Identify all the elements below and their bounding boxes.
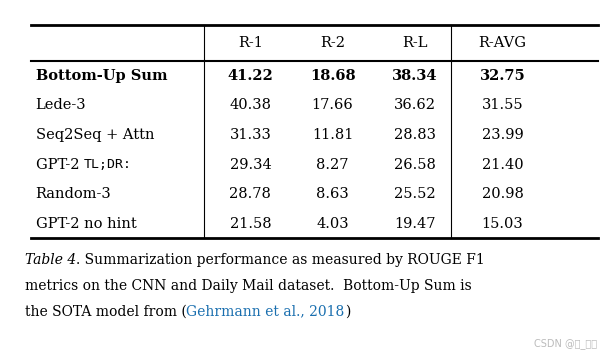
Text: 41.22: 41.22 (227, 69, 274, 83)
Text: GPT-2 no hint: GPT-2 no hint (36, 217, 137, 230)
Text: the SOTA model from (: the SOTA model from ( (25, 305, 187, 319)
Text: 38.34: 38.34 (392, 69, 437, 83)
Text: . Summarization performance as measured by ROUGE F1: . Summarization performance as measured … (76, 253, 485, 267)
Text: 8.63: 8.63 (316, 187, 349, 201)
Text: 19.47: 19.47 (394, 217, 436, 230)
Text: 8.27: 8.27 (317, 158, 349, 171)
Text: R-2: R-2 (320, 36, 345, 50)
Text: GPT-2: GPT-2 (36, 158, 84, 171)
Text: 36.62: 36.62 (394, 99, 436, 112)
Text: 28.78: 28.78 (230, 187, 271, 201)
Text: 17.66: 17.66 (312, 99, 354, 112)
Text: 21.40: 21.40 (482, 158, 524, 171)
Text: 23.99: 23.99 (482, 128, 524, 142)
Text: metrics on the CNN and Daily Mail dataset.  Bottom-Up Sum is: metrics on the CNN and Daily Mail datase… (25, 279, 471, 293)
Text: R-1: R-1 (238, 36, 263, 50)
Text: Gehrmann et al., 2018: Gehrmann et al., 2018 (187, 305, 344, 319)
Text: TL;DR:: TL;DR: (84, 158, 132, 171)
Text: 25.52: 25.52 (394, 187, 436, 201)
Text: Random-3: Random-3 (36, 187, 111, 201)
Text: 18.68: 18.68 (310, 69, 355, 83)
Text: R-AVG: R-AVG (479, 36, 527, 50)
Text: 28.83: 28.83 (394, 128, 436, 142)
Text: 21.58: 21.58 (230, 217, 271, 230)
Text: 20.98: 20.98 (482, 187, 524, 201)
Text: CSDN @忆_恒心: CSDN @忆_恒心 (535, 338, 598, 349)
Text: 11.81: 11.81 (312, 128, 353, 142)
Text: 4.03: 4.03 (316, 217, 349, 230)
Text: 40.38: 40.38 (229, 99, 272, 112)
Text: Table 4: Table 4 (25, 253, 76, 267)
Text: Bottom-Up Sum: Bottom-Up Sum (36, 69, 167, 83)
Text: 31.55: 31.55 (482, 99, 524, 112)
Text: 32.75: 32.75 (480, 69, 525, 83)
Text: R-L: R-L (402, 36, 428, 50)
Text: 29.34: 29.34 (230, 158, 271, 171)
Text: Seq2Seq + Attn: Seq2Seq + Attn (36, 128, 154, 142)
Text: ): ) (344, 305, 350, 319)
Text: Lede-3: Lede-3 (36, 99, 86, 112)
Text: 26.58: 26.58 (394, 158, 436, 171)
Text: 31.33: 31.33 (230, 128, 271, 142)
Text: 15.03: 15.03 (482, 217, 524, 230)
